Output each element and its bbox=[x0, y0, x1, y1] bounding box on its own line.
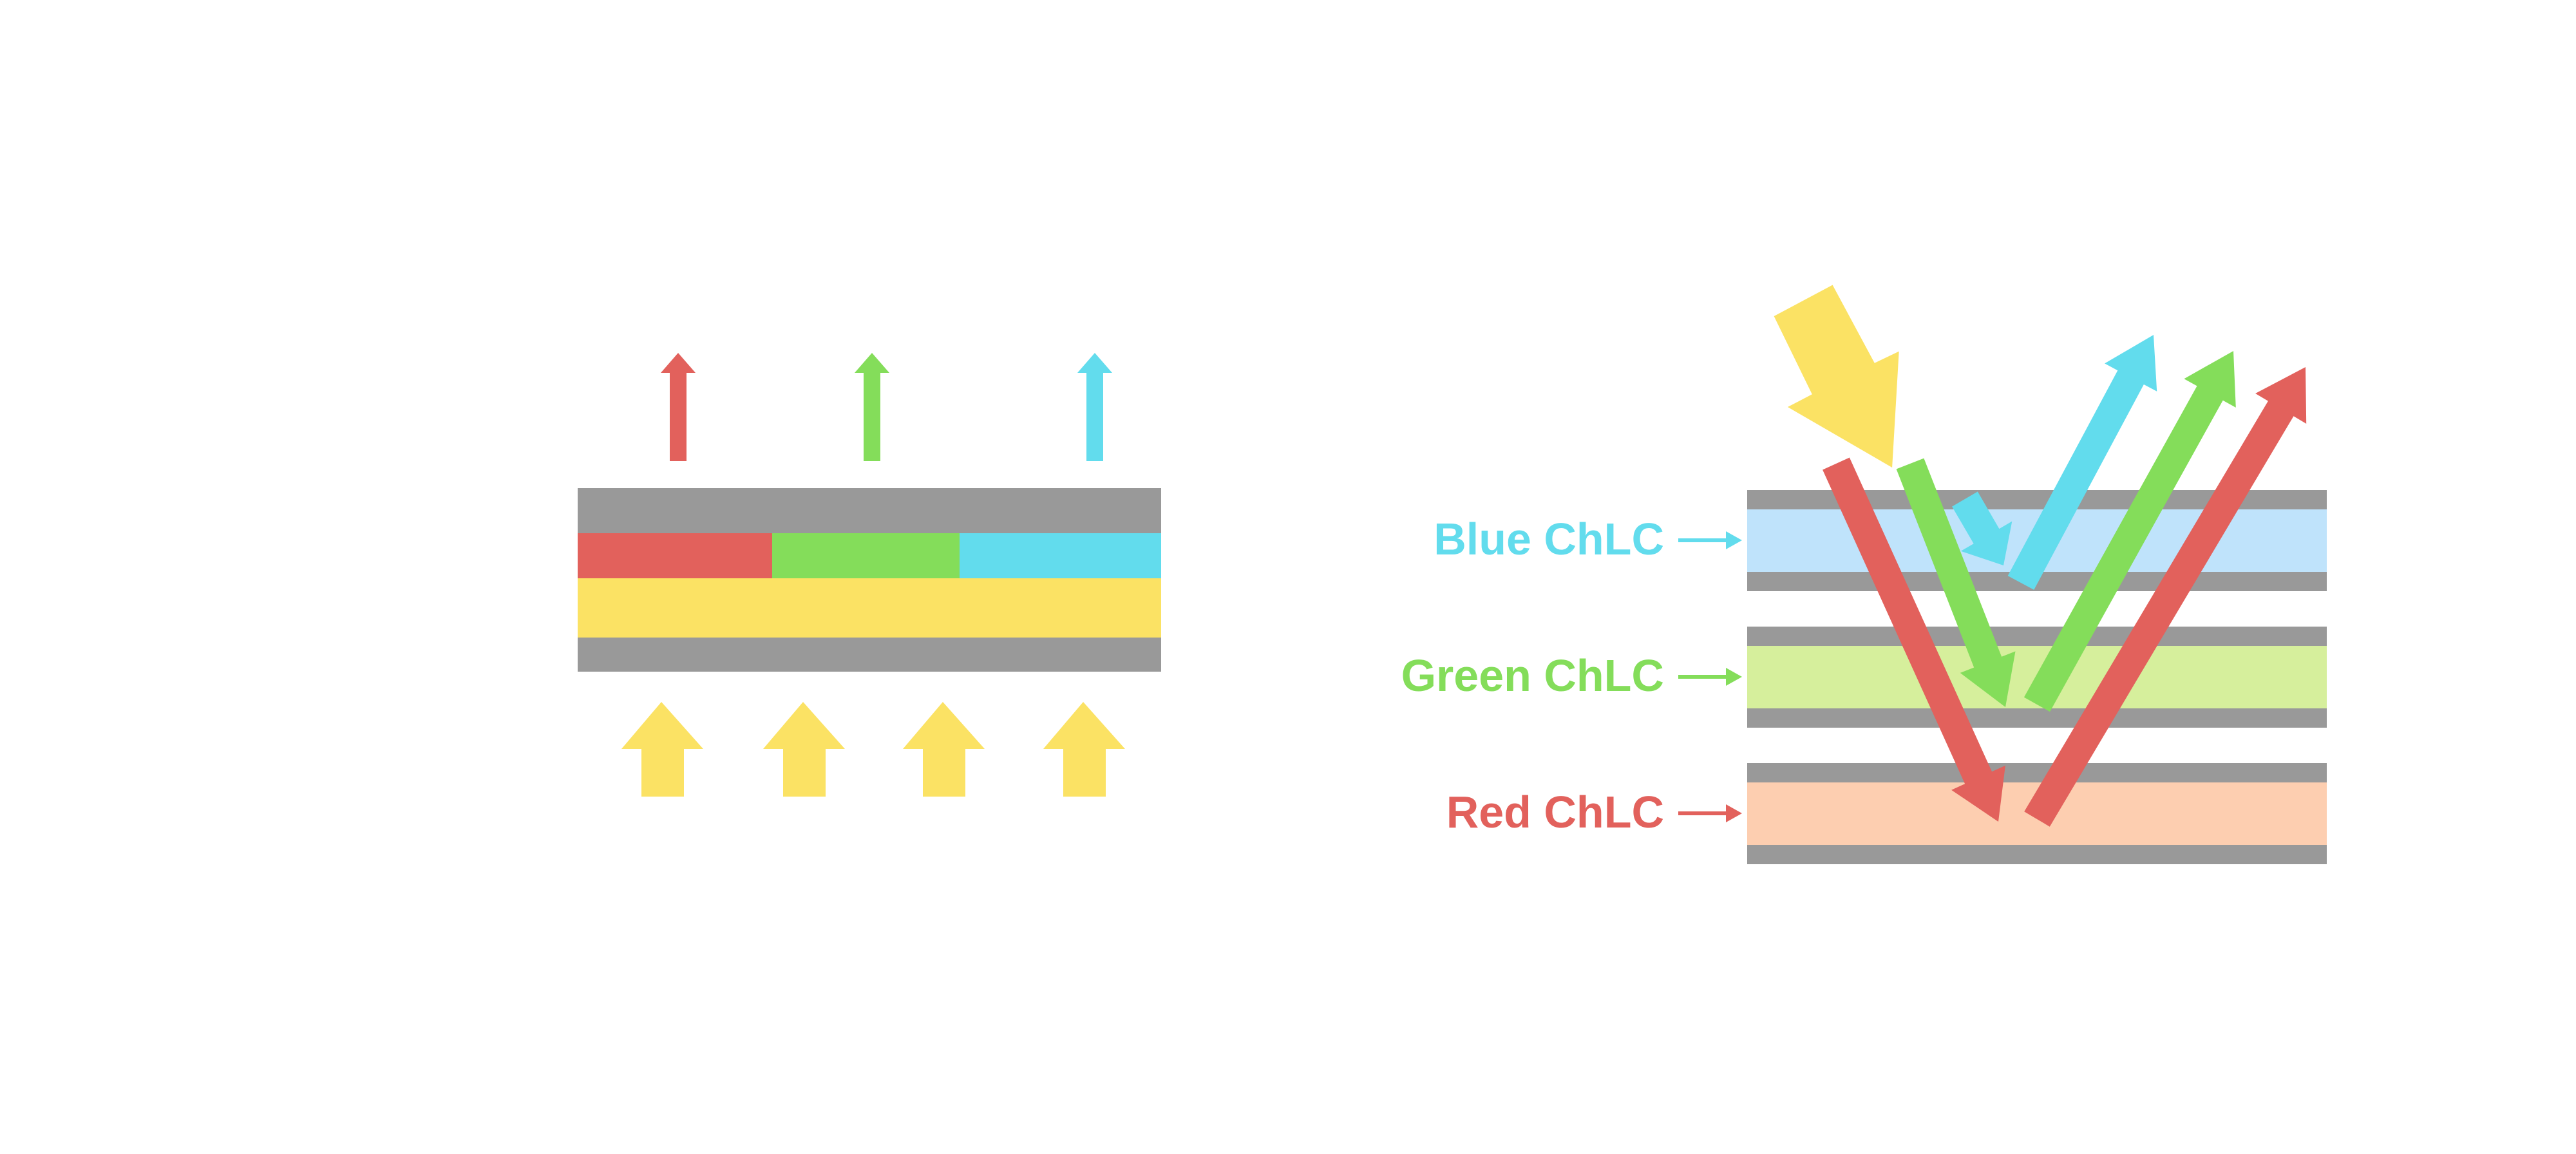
svg-text:Blue ChLC: Blue ChLC bbox=[1434, 514, 1664, 564]
svg-text:Green ChLC: Green ChLC bbox=[1401, 650, 1664, 701]
svg-text:Red ChLC: Red ChLC bbox=[1446, 787, 1664, 837]
